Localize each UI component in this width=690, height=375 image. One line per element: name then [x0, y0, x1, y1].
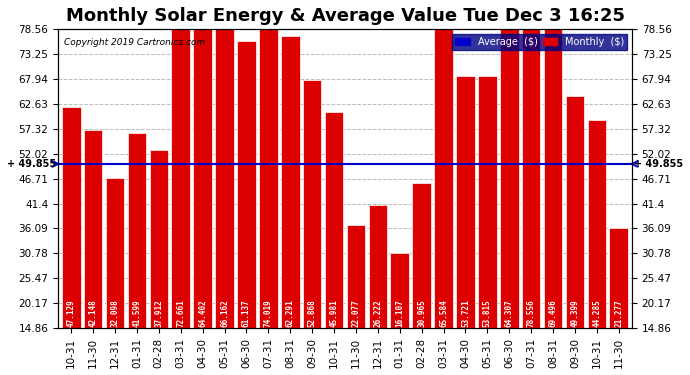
Bar [84, 130, 102, 328]
Text: 61.137: 61.137 [242, 299, 251, 327]
Bar [609, 228, 628, 328]
Bar [171, 0, 190, 328]
Bar [434, 21, 453, 328]
Text: 62.291: 62.291 [286, 299, 295, 327]
Text: 44.285: 44.285 [592, 299, 602, 327]
Text: 41.599: 41.599 [132, 299, 141, 327]
Text: Copyright 2019 Cartronics.com: Copyright 2019 Cartronics.com [64, 38, 205, 47]
Bar [325, 112, 344, 328]
Text: 30.965: 30.965 [417, 299, 426, 327]
Text: 74.019: 74.019 [264, 299, 273, 327]
Text: 78.556: 78.556 [526, 299, 535, 327]
Bar [368, 205, 387, 328]
Text: + 49.855: + 49.855 [7, 159, 56, 169]
Bar [215, 18, 234, 328]
Bar [303, 80, 322, 328]
Bar [62, 107, 81, 328]
Bar [522, 0, 540, 328]
Text: 49.399: 49.399 [571, 299, 580, 327]
Bar [413, 183, 431, 328]
Bar [106, 177, 124, 328]
Bar [588, 120, 606, 328]
Bar [500, 26, 519, 328]
Text: 32.098: 32.098 [110, 299, 119, 327]
Text: + 49.855: + 49.855 [634, 159, 683, 169]
Bar [259, 0, 277, 328]
Bar [237, 41, 256, 328]
Text: 72.661: 72.661 [176, 299, 185, 327]
Text: 26.222: 26.222 [373, 299, 382, 327]
Bar [566, 96, 584, 328]
Text: 42.148: 42.148 [88, 299, 98, 327]
Text: 53.815: 53.815 [483, 299, 492, 327]
Bar [193, 26, 212, 328]
Text: 21.277: 21.277 [614, 299, 623, 327]
Bar [128, 133, 146, 328]
Legend: Average  ($), Monthly  ($): Average ($), Monthly ($) [453, 34, 627, 50]
Text: 69.496: 69.496 [549, 299, 558, 327]
Text: 64.402: 64.402 [198, 299, 207, 327]
Bar [456, 76, 475, 328]
Text: 45.981: 45.981 [330, 299, 339, 327]
Bar [150, 150, 168, 328]
Text: 22.077: 22.077 [351, 299, 360, 327]
Text: 47.129: 47.129 [67, 299, 76, 327]
Text: 53.721: 53.721 [461, 299, 470, 327]
Bar [478, 76, 497, 328]
Text: 65.584: 65.584 [439, 299, 448, 327]
Text: 66.162: 66.162 [220, 299, 229, 327]
Text: 16.107: 16.107 [395, 299, 404, 327]
Bar [391, 252, 409, 328]
Bar [346, 225, 365, 328]
Bar [281, 36, 299, 328]
Title: Monthly Solar Energy & Average Value Tue Dec 3 16:25: Monthly Solar Energy & Average Value Tue… [66, 7, 624, 25]
Text: 52.868: 52.868 [308, 299, 317, 327]
Text: 37.912: 37.912 [155, 299, 164, 327]
Bar [544, 2, 562, 328]
Text: 64.307: 64.307 [505, 299, 514, 327]
